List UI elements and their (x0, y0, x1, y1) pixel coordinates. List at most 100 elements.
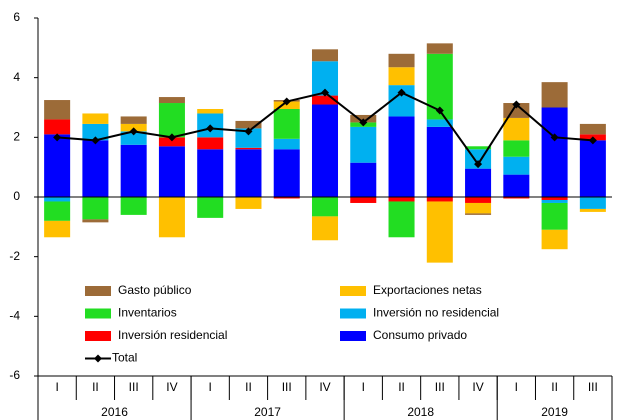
total-marker (167, 133, 176, 142)
x-tick-label: IV (319, 380, 330, 394)
bar-segment (311, 95, 339, 105)
legend-label: Total (112, 351, 137, 365)
bar-segment (82, 140, 109, 197)
bar-segment (82, 123, 109, 141)
bar-segment (503, 117, 530, 141)
bar-segment (44, 134, 71, 197)
legend-swatch (340, 331, 366, 341)
legend-label: Inversión residencial (118, 328, 227, 342)
legend-label: Inversión no residencial (373, 306, 499, 320)
bar-segment (426, 197, 453, 202)
bar-segment (503, 174, 530, 197)
bar-segment (541, 107, 568, 197)
bar-segment (235, 149, 262, 197)
x-tick-label: IV (166, 380, 177, 394)
total-marker (53, 133, 62, 142)
bar-segment (158, 137, 185, 147)
total-marker (588, 136, 597, 145)
total-marker (550, 133, 559, 142)
bar-segment (120, 144, 147, 197)
bar-segment (350, 126, 377, 163)
bar-segment (350, 162, 377, 197)
bar-segment (388, 197, 415, 202)
bar-segment (44, 197, 71, 202)
legend-swatch (85, 286, 111, 296)
bar-segment (197, 149, 224, 197)
x-tick-label: I (515, 380, 518, 394)
bar-segment (158, 197, 185, 238)
y-tick-label: -2 (9, 249, 20, 263)
bar-segment (158, 103, 185, 138)
bar-segment (541, 82, 568, 108)
bar-segment (120, 116, 147, 124)
bar-segment (388, 116, 415, 197)
legend-label: Gasto público (118, 283, 192, 297)
total-marker (474, 160, 483, 169)
x-tick-label: II (551, 380, 558, 394)
bar-segment (311, 216, 339, 241)
bar-segment (579, 208, 606, 212)
bar-segment (579, 123, 606, 135)
x-tick-label: II (398, 380, 405, 394)
bar-segment (120, 197, 147, 215)
bar-segment (465, 202, 492, 214)
bar-segment (579, 197, 606, 209)
y-tick-label: 2 (13, 130, 20, 144)
bar-segment (579, 140, 606, 197)
bar-segment (541, 199, 568, 203)
bar-segment (426, 43, 453, 54)
bar-segment (44, 220, 71, 238)
legend-label: Inventarios (118, 306, 177, 320)
x-tick-label: II (92, 380, 99, 394)
bar-segment (44, 119, 71, 135)
bar-segment (465, 146, 492, 150)
legend-label: Consumo privado (373, 328, 467, 342)
x-tick-label: III (282, 380, 292, 394)
legend-swatch (340, 308, 366, 319)
bar-segment (273, 197, 300, 199)
bar-segment (465, 213, 492, 215)
bar-segment (235, 147, 262, 150)
legend-swatch (340, 286, 366, 296)
bar-segment (273, 108, 300, 139)
total-marker (206, 124, 215, 133)
bar-segment (197, 197, 224, 218)
bar-segment (503, 140, 530, 157)
bar-segment (350, 197, 377, 203)
y-tick-label: 0 (13, 189, 20, 203)
bar-segment (426, 126, 453, 197)
year-label: 2016 (101, 405, 128, 419)
total-marker (435, 106, 444, 115)
bar-segment (388, 67, 415, 86)
total-marker (359, 118, 368, 127)
total-marker (397, 88, 406, 97)
bar-segment (82, 197, 109, 220)
y-tick-label: -4 (9, 309, 20, 323)
total-marker (129, 127, 138, 136)
total-marker (91, 136, 100, 145)
bar-segment (44, 201, 71, 221)
year-label: 2017 (254, 405, 281, 419)
x-tick-label: IV (472, 380, 483, 394)
bar-segment (426, 201, 453, 263)
total-marker (282, 97, 291, 106)
legend-swatch (85, 331, 111, 341)
x-tick-label: III (435, 380, 445, 394)
bar-segment (311, 197, 339, 217)
bar-segment (465, 197, 492, 203)
bar-segment (235, 197, 262, 209)
bar-segment (82, 219, 109, 223)
bar-segment (44, 100, 71, 120)
total-marker (244, 127, 253, 136)
bar-segment (158, 97, 185, 104)
bar-segment (273, 149, 300, 197)
bar-segment (503, 197, 530, 199)
year-label: 2019 (541, 405, 568, 419)
bar-segment (541, 229, 568, 250)
bar-segment (120, 131, 147, 145)
x-tick-label: I (362, 380, 365, 394)
bar-segment (426, 119, 453, 127)
bar-segment (465, 168, 492, 197)
y-tick-label: 6 (13, 10, 20, 24)
x-tick-label: I (209, 380, 212, 394)
